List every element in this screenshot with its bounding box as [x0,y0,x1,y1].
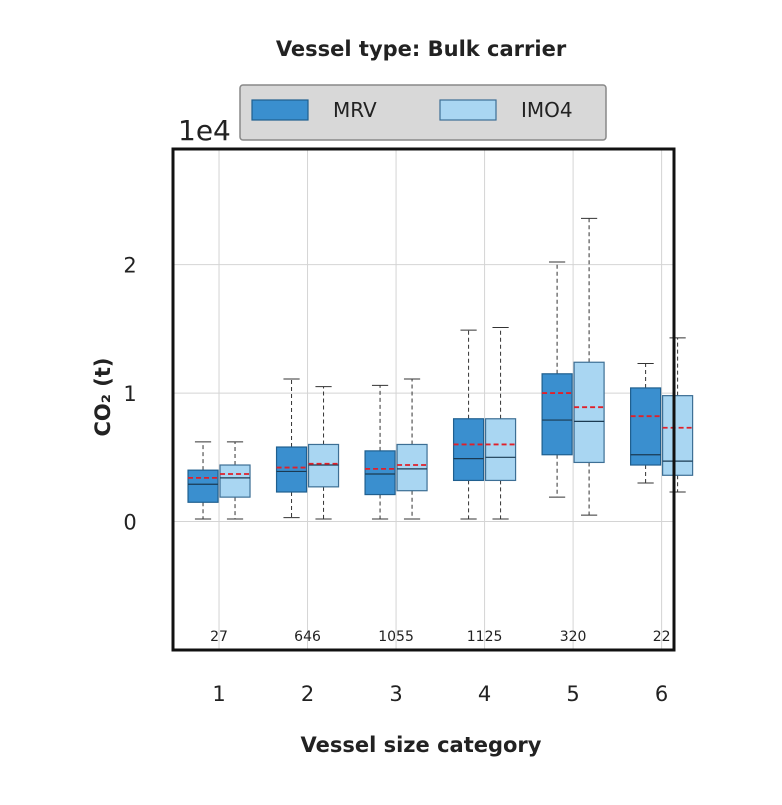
count-label-4: 320 [560,629,587,645]
x-tick-label-2: 3 [389,682,402,706]
plot-area: 27 646 1055 1125 320 22 [171,147,694,652]
box-iqr [452,418,485,482]
x-tick-label-1: 2 [301,682,314,706]
box-iqr [396,443,428,492]
box-iqr [364,450,396,496]
box-mrv-4 [452,329,485,520]
box-imo4-4 [484,327,517,520]
box-imo4-2 [307,386,340,520]
chart-title: Vessel type: Bulk carrier [276,37,567,61]
box-iqr [484,418,517,482]
y-scale-exponent: 1e4 [178,114,231,147]
box-iqr [219,464,251,498]
grid-lines [173,149,674,650]
legend-label-imo4: IMO4 [521,98,573,122]
x-axis-ticks: 1 2 3 4 5 6 [212,682,668,706]
x-tick-label-3: 4 [478,682,491,706]
box-imo4-5 [573,217,605,516]
box-iqr [573,361,605,464]
x-axis-label: Vessel size category [301,733,542,757]
y-tick-label-1: 1 [123,382,136,406]
box-iqr [187,469,219,503]
y-tick-label-2: 2 [123,254,136,278]
y-axis-label: CO₂ (t) [91,357,115,436]
y-axis-ticks: 0 1 2 [123,254,136,535]
legend: MRV IMO4 [239,84,607,141]
count-label-1: 646 [294,629,321,645]
x-tick-label-5: 6 [655,682,668,706]
plot-frame [171,147,676,652]
box-iqr [630,387,662,466]
x-tick-label-4: 5 [566,682,579,706]
box-imo4-6 [662,337,694,493]
box-imo4-1 [219,441,251,520]
box-iqr [307,443,340,488]
legend-swatch-imo4 [439,99,497,121]
sample-counts: 27 646 1055 1125 320 22 [210,629,670,645]
box-iqr [662,395,694,476]
box-mrv-5 [541,261,573,498]
box-plots [187,217,694,520]
y-tick-label-0: 0 [123,511,136,535]
count-label-5: 22 [653,629,671,645]
count-label-0: 27 [210,629,228,645]
box-iqr [541,373,573,456]
count-label-2: 1055 [378,629,414,645]
box-mrv-3 [364,384,396,520]
box-imo4-3 [396,378,428,520]
box-mrv-6 [630,363,662,484]
box-mrv-2 [275,378,308,519]
legend-label-mrv: MRV [333,98,377,122]
box-iqr [275,446,308,493]
legend-box [239,84,607,141]
x-tick-label-0: 1 [212,682,225,706]
box-mrv-1 [187,441,219,520]
count-label-3: 1125 [467,629,503,645]
legend-swatch-mrv [251,99,309,121]
